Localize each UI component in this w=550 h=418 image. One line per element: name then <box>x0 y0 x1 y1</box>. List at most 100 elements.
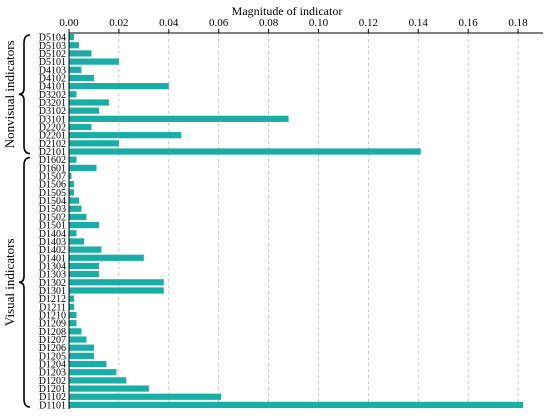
y-tick-label: D1402 <box>39 245 66 256</box>
bar <box>69 99 109 106</box>
y-tick-label: D1404 <box>39 229 66 240</box>
bar <box>69 254 144 261</box>
bar <box>69 246 102 253</box>
bar <box>69 189 74 196</box>
group-bracket <box>18 156 31 408</box>
y-tick-label: D5102 <box>39 49 66 60</box>
group-label: Visual indicators <box>2 238 17 326</box>
y-tick-label: D2201 <box>39 131 66 142</box>
y-tick-label: D1303 <box>39 270 66 281</box>
bar <box>69 50 92 57</box>
y-tick-label: D4103 <box>39 65 66 76</box>
x-tick-label: 0.18 <box>508 17 528 29</box>
y-tick-labels: D5104D5103D5102D5101D4103D4102D4101D3202… <box>39 33 66 412</box>
x-tick-label: 0.12 <box>359 17 378 29</box>
bar <box>69 83 169 90</box>
bar <box>69 328 82 335</box>
bar <box>69 66 82 73</box>
x-tick-label: 0.14 <box>409 17 429 29</box>
bar <box>69 352 94 359</box>
bar <box>69 238 84 245</box>
y-tick-label: D1102 <box>39 392 66 403</box>
y-tick-label: D5104 <box>39 33 66 44</box>
x-tick-label: 0.10 <box>309 17 329 29</box>
gridlines <box>118 33 519 409</box>
y-tick-label: D1601 <box>39 163 66 174</box>
y-tick-label: D1203 <box>39 368 66 379</box>
y-tick-label: D1212 <box>39 294 66 305</box>
bar <box>69 172 72 180</box>
bar <box>69 33 74 41</box>
x-tick-labels: 0.00 0.02 0.04 0.06 0.08 0.10 0.12 0.14 0.16 0.18 <box>59 17 528 33</box>
y-tick-label: D1505 <box>39 188 66 199</box>
y-tick-label: D3101 <box>39 114 66 125</box>
y-tick-label: D1301 <box>39 286 66 297</box>
bar <box>69 205 82 212</box>
bar <box>69 74 94 82</box>
bar <box>69 360 107 368</box>
y-tick-label: D5101 <box>39 57 66 68</box>
bar <box>69 287 164 294</box>
bar <box>69 344 94 351</box>
bar <box>69 132 182 139</box>
bar <box>69 311 77 319</box>
bar <box>69 156 77 163</box>
bars <box>69 33 524 409</box>
x-tick-label: 0.02 <box>109 17 128 29</box>
bar <box>69 377 127 384</box>
bar <box>69 230 77 237</box>
bar <box>69 393 222 400</box>
y-tick-label: D1207 <box>39 335 66 346</box>
bar <box>69 164 97 171</box>
group-label: Nonvisual indicators <box>2 40 17 148</box>
y-tick-label: D1501 <box>39 221 66 232</box>
bar <box>69 148 421 155</box>
bar <box>69 115 289 122</box>
y-tick-label: D1202 <box>39 376 66 387</box>
y-tick-label: D1502 <box>39 212 66 223</box>
y-tick-label: D3102 <box>39 106 66 117</box>
axes <box>68 32 543 409</box>
x-tick-label: 0.00 <box>59 17 79 29</box>
y-tick-label: D1101 <box>39 400 66 411</box>
y-tick-label: D1204 <box>39 360 66 371</box>
bar <box>69 213 87 221</box>
bar <box>69 140 119 147</box>
bar <box>69 221 99 229</box>
bar <box>69 197 79 204</box>
y-tick-label: D4102 <box>39 73 66 84</box>
y-tick-label: D1401 <box>39 253 66 264</box>
y-tick-label: D1503 <box>39 204 66 215</box>
bar <box>69 279 164 286</box>
bar <box>69 123 92 131</box>
bar <box>69 385 149 392</box>
bar <box>69 107 99 114</box>
y-tick-label: D3201 <box>39 98 66 109</box>
bar <box>69 271 99 278</box>
y-tick-label: D1208 <box>39 327 66 338</box>
bar <box>69 42 79 49</box>
bar <box>69 336 87 343</box>
x-tick-label: 0.16 <box>459 17 479 29</box>
y-tick-label: D2101 <box>39 147 66 158</box>
y-tick-label: D1602 <box>39 155 66 166</box>
y-tick-label: D1506 <box>39 180 66 191</box>
x-tick-label: 0.08 <box>259 17 279 29</box>
y-tick-label: D2202 <box>39 123 66 134</box>
bar <box>69 181 74 188</box>
y-tick-label: D1209 <box>39 319 66 330</box>
bar <box>69 401 524 409</box>
bar <box>69 262 99 270</box>
y-tick-label: D2102 <box>39 139 66 150</box>
bar <box>69 320 77 327</box>
y-tick-label: D1201 <box>39 384 66 395</box>
group-brackets: Nonvisual indicators Visual indicators <box>2 34 31 408</box>
x-tick-label: 0.06 <box>209 17 229 29</box>
bar <box>69 91 77 98</box>
bar <box>69 58 119 65</box>
bar <box>69 295 74 302</box>
y-tick-label: D5103 <box>39 41 66 52</box>
y-tick-label: D1206 <box>39 343 66 354</box>
y-tick-label: D4101 <box>39 82 66 93</box>
